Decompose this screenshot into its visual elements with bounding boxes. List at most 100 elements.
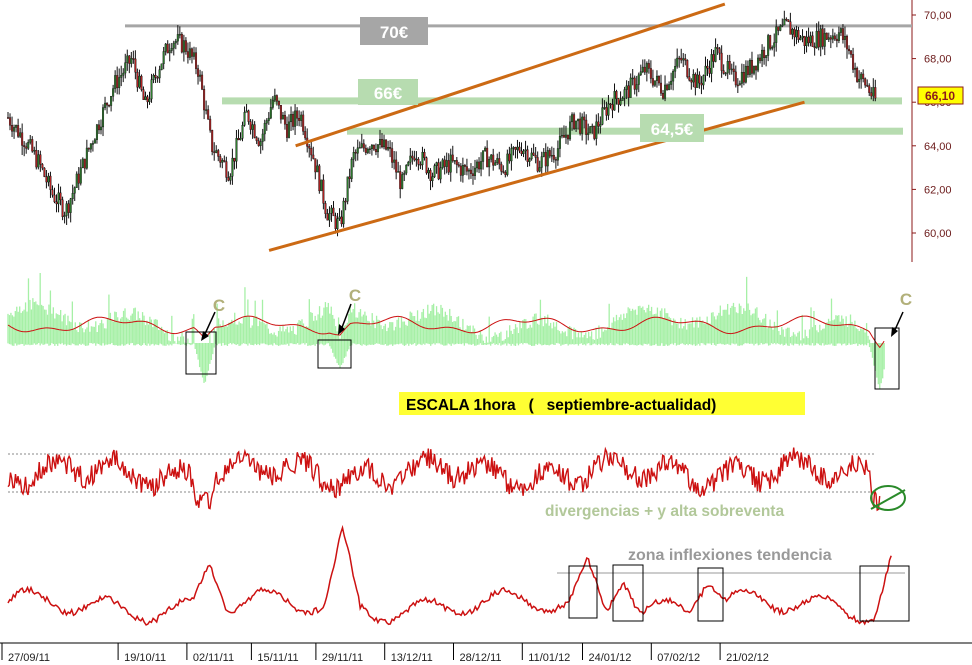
price-candle-body [140, 75, 143, 90]
price-candle-body [718, 48, 721, 54]
price-candle-body [23, 145, 26, 148]
price-candle-body [819, 28, 822, 48]
price-candle-body [425, 157, 428, 174]
price-candle-body [190, 48, 193, 57]
rsi-series-line [7, 446, 881, 512]
price-candle-body [318, 165, 321, 192]
price-candle-body [797, 29, 800, 40]
price-candle-body [112, 88, 115, 97]
x-tick-label: 02/11/11 [193, 652, 234, 664]
c-marker-box-1 [185, 331, 217, 375]
price-candle-body [463, 165, 466, 167]
price-candle-body [376, 144, 379, 153]
price-candle-body [245, 110, 248, 113]
price-candle-body [259, 141, 262, 146]
price-candle-body [312, 154, 315, 159]
price-candle-body [47, 175, 50, 183]
price-candle-body [395, 159, 398, 173]
price-candle-body [389, 147, 392, 149]
price-candle-body [805, 36, 808, 47]
price-candle-body [585, 119, 588, 135]
label-66: 66€ [358, 79, 418, 105]
price-candle-body [419, 164, 422, 166]
price-candle-body [845, 35, 848, 50]
price-candle-body [542, 152, 545, 157]
price-candle-body [29, 139, 32, 143]
price-candle-body [750, 60, 753, 74]
price-candle-body [77, 173, 80, 184]
x-tick-label: 11/01/12 [528, 652, 570, 664]
price-candle-body [558, 135, 561, 149]
label-70-text: 70€ [380, 23, 409, 42]
price-candle-body [651, 78, 654, 86]
price-candle-body [184, 40, 187, 52]
price-candle-body [839, 28, 842, 33]
inflexion-boxes [568, 564, 910, 622]
inflexion-box-4 [859, 565, 910, 622]
price-candle-body [740, 72, 743, 84]
price-candle-body [815, 30, 818, 49]
price-candle-body [128, 55, 131, 64]
price-candle-body [678, 57, 681, 60]
price-candle-body [346, 176, 349, 202]
price-candle-body [364, 147, 367, 153]
price-candle-body [704, 65, 707, 76]
price-candle-body [714, 47, 717, 62]
price-candle-body [199, 74, 202, 77]
price-candle-body [738, 83, 741, 86]
price-candle-body [742, 72, 745, 83]
price-candle-body [215, 150, 218, 153]
price-candle-body [431, 176, 434, 182]
price-candle-body [251, 124, 254, 130]
price-candle-body [53, 194, 56, 203]
price-candle-body [480, 161, 483, 170]
price-candle-body [587, 132, 590, 135]
price-candle-body [752, 65, 755, 74]
price-candle-body [61, 199, 64, 217]
price-candle-body [783, 18, 786, 26]
price-candle-body [322, 179, 325, 204]
price-candle-body [763, 49, 766, 58]
price-candle-body [69, 198, 72, 213]
price-candle-body [841, 28, 844, 40]
price-candle-body [694, 74, 697, 88]
price-candle-body [99, 126, 102, 131]
price-candle-body [25, 146, 28, 149]
price-candle-body [405, 164, 408, 174]
price-candle-body [362, 143, 365, 149]
price-candle-body [617, 98, 620, 105]
last-price-tag: 66,10 [917, 86, 964, 105]
price-candle-body [263, 122, 266, 135]
price-candle-body [560, 134, 563, 137]
price-candle-body [567, 134, 570, 140]
price-candle-body [692, 74, 695, 83]
price-candle-body [471, 173, 474, 176]
price-candle-body [833, 35, 836, 40]
price-candle-body [261, 133, 264, 142]
price-candle-body [581, 116, 584, 134]
price-candle-body [708, 67, 711, 74]
price-candle-body [316, 165, 319, 173]
price-candle-body [649, 68, 652, 79]
price-candle-body [807, 36, 810, 44]
price-candle-body [148, 98, 151, 103]
label-64-5: 64,5€ [640, 114, 704, 142]
price-candle-body [619, 100, 622, 105]
price-candle-body [639, 71, 642, 76]
price-candle-body [59, 192, 62, 201]
price-candle-body [176, 34, 179, 42]
price-candle-body [73, 187, 76, 194]
price-candle-body [290, 114, 293, 123]
price-candle-body [427, 170, 430, 174]
price-candle-body [611, 104, 614, 111]
price-candle-body [178, 34, 181, 36]
price-candle-body [162, 51, 165, 65]
scale-label-bg [399, 392, 805, 415]
price-candle-body [603, 107, 606, 109]
price-candle-body [399, 171, 402, 189]
price-candle-body [831, 35, 834, 40]
rsi-annotation: divergencias + y alta sobreventa [545, 503, 784, 520]
price-candle-body [360, 143, 363, 148]
price-candle-body [801, 35, 804, 39]
